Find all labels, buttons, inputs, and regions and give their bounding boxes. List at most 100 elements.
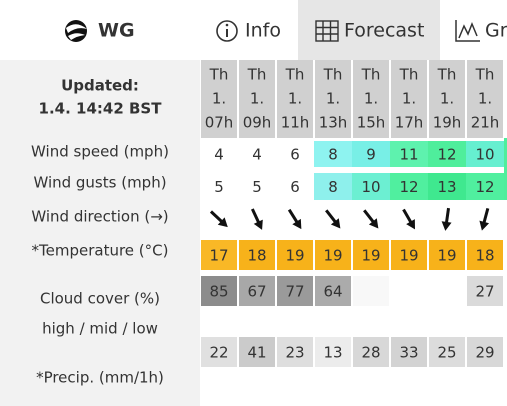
cloud-high-value: 85 <box>209 283 228 301</box>
cloud-high-cell <box>277 276 313 306</box>
wind-speed-cell <box>352 141 390 167</box>
time-header-cell <box>467 60 503 138</box>
date: 1. <box>364 90 378 108</box>
wind-gusts-value: 5 <box>214 178 224 196</box>
wind-arrow <box>325 209 341 229</box>
active-tab-bg <box>298 0 440 60</box>
wind-gusts-cell <box>352 173 390 200</box>
day: Th <box>399 66 419 84</box>
day: Th <box>209 66 229 84</box>
wind-speed-cell <box>428 141 466 167</box>
arrow-head <box>406 219 415 230</box>
hour: 11h <box>281 114 310 132</box>
time-header-cell <box>315 60 351 138</box>
temperature-value: 19 <box>361 247 380 265</box>
wind-speed-cell <box>238 141 276 167</box>
time-header-cell <box>429 60 465 138</box>
cloud-high-cell <box>201 276 237 306</box>
wind-arrow <box>287 208 302 230</box>
wind-speed-value: 6 <box>290 146 300 164</box>
wind-arrow <box>479 207 490 231</box>
date: 1. <box>440 90 454 108</box>
wind-speed-value: 11 <box>399 146 418 164</box>
next-column-sliver <box>504 138 507 200</box>
wind-speed-value: 9 <box>366 146 376 164</box>
wind-gusts-cell <box>428 173 466 200</box>
time-header-cell <box>391 60 427 138</box>
cloud-low-value: 29 <box>475 344 494 362</box>
info-icon <box>216 20 238 42</box>
wind-arrow <box>441 207 452 231</box>
cloud-low-value: 28 <box>361 344 380 362</box>
tab-forecast[interactable]: Forecast <box>344 20 424 42</box>
date: 1. <box>250 90 264 108</box>
logo-icon <box>65 20 87 42</box>
wind-gusts-cell <box>466 173 504 200</box>
temperature-cell <box>239 240 275 270</box>
tab-graph[interactable]: Gr <box>485 20 507 42</box>
wind-gusts-cell <box>238 173 276 200</box>
temperature-cell <box>315 240 351 270</box>
temperature-cell <box>467 240 503 270</box>
chart-icon <box>455 20 480 42</box>
cloud-high-value: 77 <box>285 283 304 301</box>
temperature-value: 19 <box>285 247 304 265</box>
cloud-high-cell <box>353 276 389 306</box>
arrow-head <box>368 218 379 229</box>
wind-speed-cell <box>276 141 314 167</box>
row-label: Wind speed (mph) <box>31 143 169 161</box>
cloud-low-cell <box>239 337 275 367</box>
cloud-low-cell <box>277 337 313 367</box>
logo-text[interactable]: WG <box>98 20 135 42</box>
wind-speed-cell <box>390 141 428 167</box>
time-header-cell <box>277 60 313 138</box>
cloud-low-cell <box>201 337 237 367</box>
wind-gusts-cell <box>390 173 428 200</box>
day: Th <box>323 66 343 84</box>
tab-info[interactable]: Info <box>245 20 281 42</box>
arrow-head <box>217 217 228 228</box>
arrow-head <box>253 219 263 230</box>
wind-arrow <box>209 210 228 228</box>
wind-gusts-cell <box>276 173 314 200</box>
hour: 15h <box>357 114 386 132</box>
sidebar-bg <box>0 60 200 406</box>
cloud-low-cell <box>353 337 389 367</box>
date: 1. <box>212 90 226 108</box>
cloud-low-value: 41 <box>247 344 266 362</box>
arrow-head <box>441 221 452 231</box>
wind-gusts-value: 12 <box>399 178 418 196</box>
cloud-high-value: 67 <box>247 283 266 301</box>
cloud-high-cell <box>467 276 503 306</box>
day: Th <box>247 66 267 84</box>
wind-speed-cell <box>466 141 504 167</box>
cloud-low-cell <box>429 337 465 367</box>
cloud-low-value: 33 <box>399 344 418 362</box>
temperature-cell <box>201 240 237 270</box>
temperature-value: 19 <box>437 247 456 265</box>
hour: 09h <box>243 114 272 132</box>
grid-icon <box>315 20 339 42</box>
wind-gusts-value: 6 <box>290 178 300 196</box>
wind-speed-value: 4 <box>252 146 262 164</box>
cloud-high-cell <box>315 276 351 306</box>
row-label: Wind direction (→) <box>31 208 168 226</box>
day: Th <box>437 66 457 84</box>
arrow-head <box>292 218 302 230</box>
wind-gusts-value: 13 <box>437 178 456 196</box>
row-label: *Temperature (°C) <box>32 242 169 260</box>
row-label: Wind gusts (mph) <box>33 174 166 192</box>
hour: 21h <box>471 114 500 132</box>
time-header-cell <box>353 60 389 138</box>
row-label: high / mid / low <box>42 320 158 338</box>
day: Th <box>285 66 305 84</box>
date: 1. <box>326 90 340 108</box>
cloud-high-value: 27 <box>475 283 494 301</box>
wind-gusts-value: 8 <box>328 178 338 196</box>
cloud-low-value: 13 <box>323 344 342 362</box>
cloud-low-value: 22 <box>209 344 228 362</box>
wind-speed-cell <box>200 141 238 167</box>
hour: 13h <box>319 114 348 132</box>
temperature-cell <box>277 240 313 270</box>
